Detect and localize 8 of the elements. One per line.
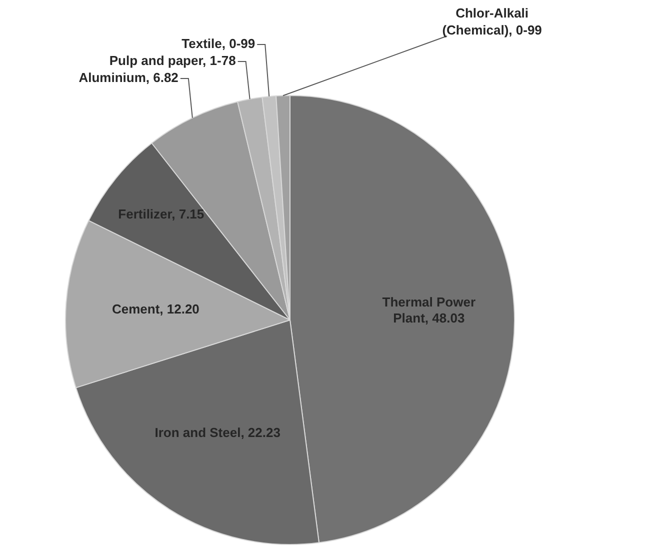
slice-label: Cement, 12.20 [112,301,200,316]
slice-label: Textile, 0-99 [182,36,256,52]
slice-label: Fertilizer, 7.15 [118,206,204,222]
slice-label: Pulp and paper, 1-78 [109,53,236,68]
slice-label: Chlor-Alkali (Chemical), 0-99 [442,6,542,38]
slice-label: Thermal Power Plant, 48.03 [382,294,476,326]
slice-label: Aluminium, 6.82 [78,70,178,86]
slice-label: Iron and Steel, 22.23 [154,425,280,440]
